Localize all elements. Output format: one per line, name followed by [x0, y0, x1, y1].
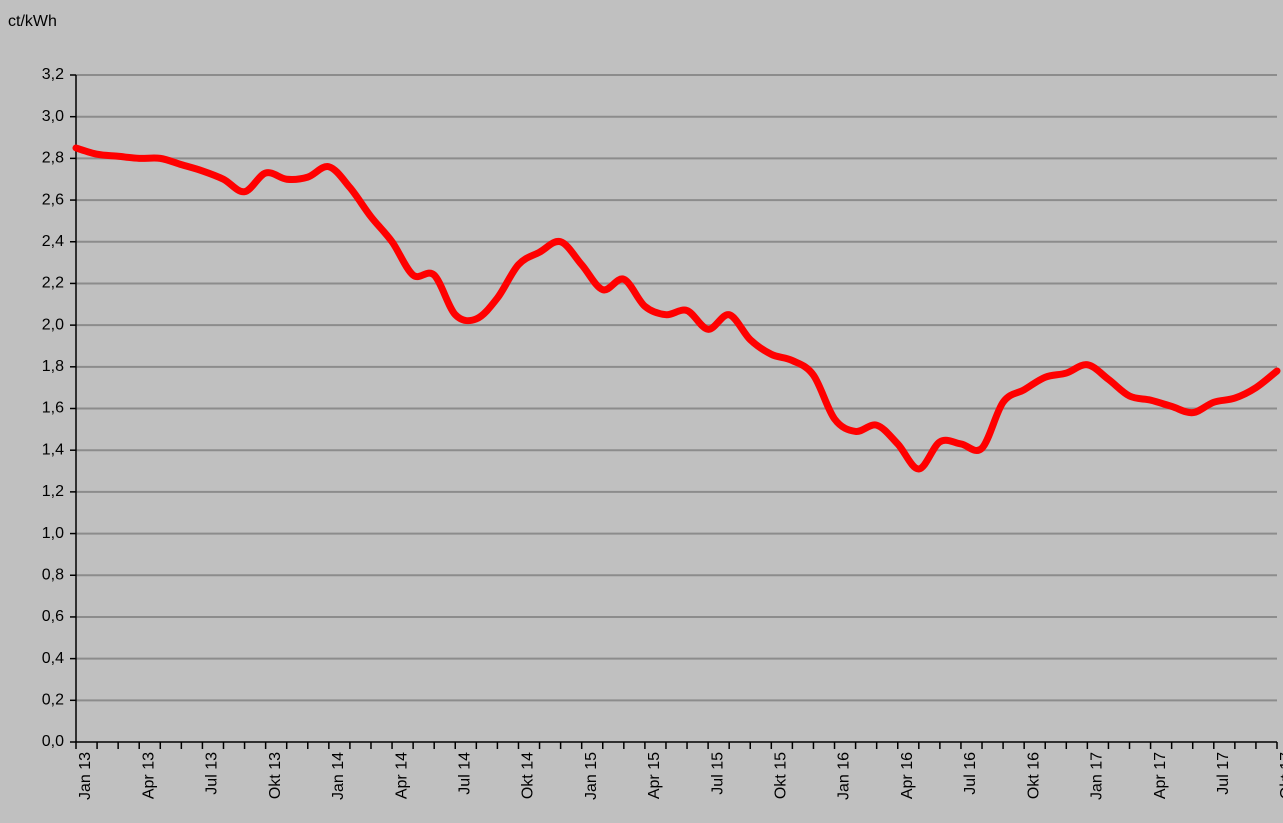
x-tick-label: Jan 16: [836, 752, 853, 800]
y-tick-label: 2,4: [42, 233, 64, 250]
y-tick-label: 2,8: [42, 150, 64, 167]
x-tick-label: Okt 16: [1025, 752, 1042, 799]
y-tick-label: 3,0: [42, 108, 64, 125]
y-axis-unit: ct/kWh: [8, 13, 57, 30]
y-tick-label: 0,8: [42, 566, 64, 583]
y-tick-label: 0,2: [42, 692, 64, 709]
x-tick-label: Jan 14: [330, 752, 347, 800]
x-tick-label: Okt 17: [1278, 752, 1283, 799]
y-tick-label: 2,6: [42, 191, 64, 208]
x-tick-label: Apr 15: [646, 752, 663, 799]
x-tick-label: Jan 17: [1089, 752, 1106, 800]
y-tick-label: 0,4: [42, 650, 64, 667]
y-tick-label: 1,6: [42, 400, 64, 417]
x-tick-label: Jul 17: [1215, 752, 1232, 795]
y-tick-label: 3,2: [42, 66, 64, 83]
y-tick-label: 1,4: [42, 441, 64, 458]
y-tick-label: 1,2: [42, 483, 64, 500]
x-tick-label: Jul 16: [962, 752, 979, 795]
x-tick-label: Okt 14: [520, 752, 537, 799]
x-tick-label: Apr 14: [393, 752, 410, 799]
x-tick-label: Jan 13: [77, 752, 94, 800]
x-tick-label: Jul 15: [709, 752, 726, 795]
x-tick-label: Jul 13: [204, 752, 221, 795]
x-tick-label: Apr 17: [1152, 752, 1169, 799]
y-tick-label: 0,6: [42, 608, 64, 625]
y-tick-label: 1,0: [42, 525, 64, 542]
x-tick-label: Apr 16: [899, 752, 916, 799]
x-tick-label: Okt 15: [773, 752, 790, 799]
x-tick-label: Okt 13: [267, 752, 284, 799]
line-series: [72, 144, 1281, 473]
y-tick-label: 1,8: [42, 358, 64, 375]
y-tick-label: 0,0: [42, 733, 64, 750]
y-tick-label: 2,0: [42, 316, 64, 333]
x-tick-label: Apr 13: [140, 752, 157, 799]
x-tick-label: Jul 14: [456, 752, 473, 795]
y-tick-label: 2,2: [42, 275, 64, 292]
x-tick-label: Jan 15: [583, 752, 600, 800]
